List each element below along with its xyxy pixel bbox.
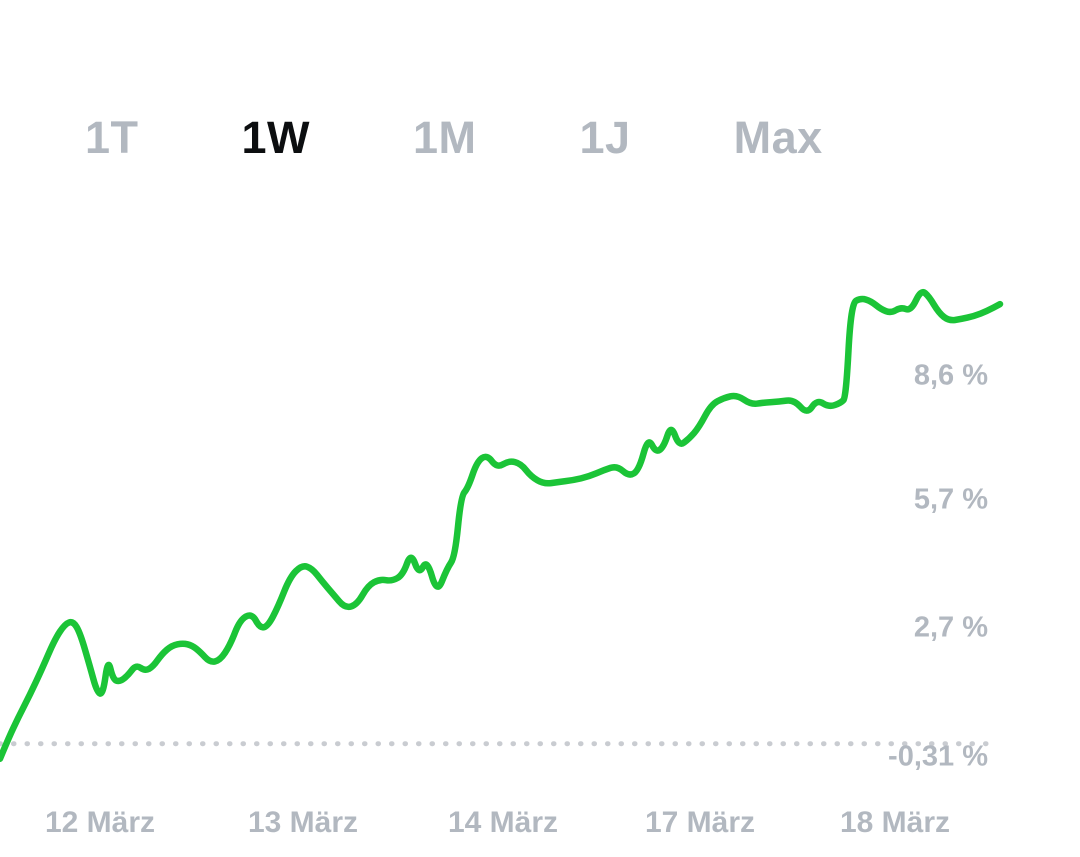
tab-1m[interactable]: 1M — [413, 112, 477, 163]
y-tick-label: -0,31 % — [888, 740, 988, 773]
y-tick-label: 8,6 % — [913, 359, 988, 392]
y-tick-label: 5,7 % — [913, 483, 988, 516]
x-tick-label: 14 März — [447, 806, 559, 839]
tab-1t[interactable]: 1T — [85, 112, 139, 163]
x-tick-label: 12 März — [44, 806, 156, 839]
tab-1j[interactable]: 1J — [579, 112, 631, 163]
x-tick-label: 17 März — [644, 806, 756, 839]
price-line — [0, 288, 1004, 762]
x-tick-label: 13 März — [247, 806, 359, 839]
tab-max[interactable]: Max — [733, 112, 823, 163]
y-tick-label: 2,7 % — [913, 611, 988, 644]
period-selector: 1T 1W 1M 1J Max — [85, 112, 823, 164]
tab-1w[interactable]: 1W — [241, 112, 311, 163]
x-tick-label: 18 März — [839, 806, 951, 839]
